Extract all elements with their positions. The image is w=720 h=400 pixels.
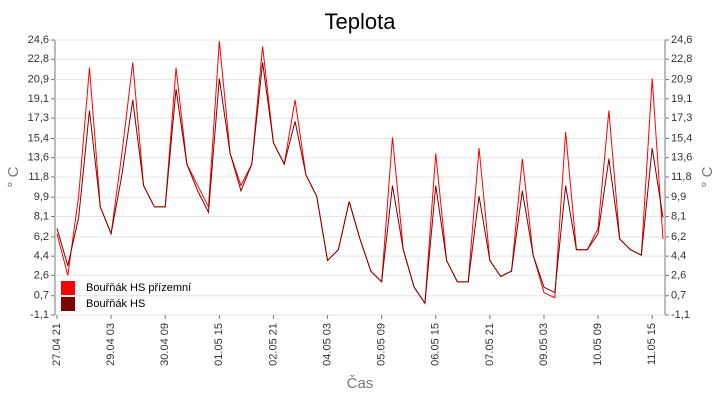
y2-tick-label: -1,1: [671, 309, 690, 321]
y2-axis-label: ° C: [699, 166, 716, 187]
x-axis-label: Čas: [347, 375, 374, 392]
y2-tick-label: 4,4: [671, 250, 686, 262]
y2-tick-label: 15,4: [671, 132, 692, 144]
legend-swatch: [61, 297, 75, 311]
y-tick-label: 13,6: [28, 152, 49, 164]
legend-swatch: [61, 281, 75, 295]
chart-title: Teplota: [325, 9, 397, 34]
x-tick-label: 07.05 21: [484, 323, 496, 366]
y-tick-label: 17,3: [28, 112, 49, 124]
y2-tick-label: 13,6: [671, 152, 692, 164]
y-tick-label: 9,9: [34, 191, 49, 203]
x-tick-label: 04.05 03: [321, 323, 333, 366]
y2-tick-label: 17,3: [671, 112, 692, 124]
y-tick-label: 4,4: [34, 250, 49, 262]
x-tick-label: 05.05 09: [376, 323, 388, 366]
y-tick-label: 8,1: [34, 210, 49, 222]
legend-label: Bouřňák HS: [86, 298, 145, 310]
x-tick-label: 02.05 21: [267, 323, 279, 366]
y2-tick-label: 8,1: [671, 210, 686, 222]
y-tick-label: 6,2: [34, 231, 49, 243]
y2-tick-label: 19,1: [671, 93, 692, 105]
x-tick-label: 06.05 15: [430, 323, 442, 366]
x-tick-label: 10.05 09: [592, 323, 604, 366]
y2-tick-label: 6,2: [671, 231, 686, 243]
x-tick-label: 29.04 03: [105, 323, 117, 366]
y-tick-label: 2,6: [34, 269, 49, 281]
y-tick-label: 0,7: [34, 290, 49, 302]
y2-tick-label: 11,8: [671, 171, 692, 183]
x-tick-label: 27.04 21: [51, 323, 63, 366]
y2-tick-label: 9,9: [671, 191, 686, 203]
plot-area: [54, 39, 666, 316]
y2-tick-label: 2,6: [671, 269, 686, 281]
x-tick-label: 09.05 03: [538, 323, 550, 366]
y-tick-label: 15,4: [28, 132, 49, 144]
y2-tick-label: 20,9: [671, 73, 692, 85]
y2-tick-label: 24,6: [671, 34, 692, 46]
y-tick-label: 11,8: [28, 171, 49, 183]
legend-label: Bouřňák HS přízemní: [86, 282, 191, 294]
y2-tick-label: 22,8: [671, 53, 692, 65]
x-tick-label: 11.05 15: [646, 323, 658, 365]
y-tick-label: 22,8: [28, 53, 49, 65]
y-axis-label: ° C: [5, 166, 22, 187]
y-tick-label: -1,1: [30, 309, 49, 321]
x-tick-label: 01.05 15: [213, 323, 225, 366]
series-line: [56, 62, 664, 305]
y-tick-label: 20,9: [28, 73, 49, 85]
x-tick-label: 30.04 09: [159, 323, 171, 366]
y-tick-label: 19,1: [28, 93, 49, 105]
y2-tick-label: 0,7: [671, 290, 686, 302]
y-tick-label: 24,6: [28, 34, 49, 46]
